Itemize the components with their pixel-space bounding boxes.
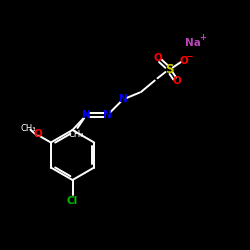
- Text: −: −: [185, 52, 193, 61]
- Text: CH₃: CH₃: [20, 124, 36, 133]
- Text: Na: Na: [185, 38, 201, 48]
- Text: N: N: [119, 94, 128, 104]
- Text: N: N: [82, 110, 90, 120]
- Text: S: S: [165, 63, 173, 76]
- Text: N: N: [103, 110, 112, 120]
- Text: Cl: Cl: [67, 196, 78, 206]
- Text: CH₃: CH₃: [68, 130, 84, 139]
- Text: +: +: [199, 33, 206, 42]
- Text: O: O: [172, 76, 181, 86]
- Text: O: O: [154, 53, 162, 63]
- Text: O: O: [180, 56, 188, 66]
- Text: O: O: [33, 129, 42, 139]
